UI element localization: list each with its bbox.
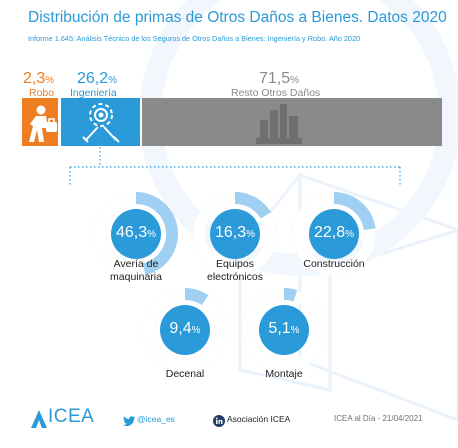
donut-value-averia-de-maquinaria: 46,3% <box>94 224 178 242</box>
donut-value-number: 9,4 <box>169 320 192 337</box>
resto-value-unit: % <box>290 75 300 86</box>
dotted-connector <box>69 147 401 187</box>
donut-center-averia-de-maquinaria <box>111 209 161 259</box>
footer-linkedin[interactable]: Asociación ICEA <box>227 414 291 424</box>
donut-construccion <box>292 192 376 276</box>
donut-value-unit: % <box>345 229 355 240</box>
donut-gap-averia-de-maquinaria <box>94 192 178 276</box>
donut-value-unit: % <box>191 325 201 336</box>
donut-montaje <box>242 288 326 372</box>
chart-title: Distribución de primas de Otros Daños a … <box>28 9 447 26</box>
donut-gap-equipos-electronicos <box>193 192 277 276</box>
donut-value-equipos-electronicos: 16,3% <box>193 224 277 242</box>
resto-label: Resto Otros Daños <box>231 87 321 99</box>
donut-value-number: 22,8 <box>313 224 346 241</box>
chart-subtitle: Informe 1.645: Análisis Técnico de los S… <box>28 34 361 43</box>
thief-icon <box>29 105 57 142</box>
donut-value-decenal: 9,4% <box>143 320 227 338</box>
donut-value-unit: % <box>290 325 300 336</box>
donut-center-montaje <box>259 305 309 355</box>
donut-center-decenal <box>160 305 210 355</box>
donut-label-line: electrónicos <box>206 271 264 283</box>
bar-segment-ingenieria <box>61 98 140 146</box>
donut-gap-montaje <box>242 288 326 372</box>
donut-label-equipos-electronicos: Equipos electrónicos <box>175 258 295 284</box>
ingenieria-value: 26,2% <box>77 70 117 88</box>
donut-label-decenal: Decenal <box>125 368 245 381</box>
donut-gap-construccion <box>292 192 376 276</box>
gears-tools-icon <box>82 103 120 143</box>
robo-value-unit: % <box>45 75 55 86</box>
donut-label-line: Decenal <box>165 368 205 380</box>
donut-label-montaje: Montaje <box>224 368 344 381</box>
donut-label-construccion: Construcción <box>274 258 394 271</box>
donut-gap-decenal <box>143 288 227 372</box>
donut-center-construccion <box>309 209 359 259</box>
donut-label-line: Construcción <box>303 258 365 270</box>
footer-brand: ICEA <box>48 406 95 427</box>
ingenieria-value-number: 26,2 <box>77 70 109 87</box>
donut-decenal <box>143 288 227 372</box>
city-buildings-icon <box>256 104 302 144</box>
ingenieria-label: Ingeniería <box>70 87 117 99</box>
donut-value-number: 46,3 <box>115 224 148 241</box>
donut-label-line: maquinaria <box>110 271 162 283</box>
donut-equipos-electronicos <box>193 192 277 276</box>
linkedin-icon <box>213 415 225 427</box>
footer-credit: ICEA al Día - 21/04/2021 <box>334 414 423 423</box>
footer-twitter[interactable]: @icea_es <box>137 414 175 424</box>
donut-value-montaje: 5,1% <box>242 320 326 338</box>
donut-value-unit: % <box>147 229 157 240</box>
robo-value-number: 2,3 <box>23 70 46 87</box>
robo-label: Robo <box>29 87 55 99</box>
donut-center-equipos-electronicos <box>210 209 260 259</box>
donut-value-number: 5,1 <box>268 320 291 337</box>
donut-averia-de-maquinaria <box>94 192 178 276</box>
donut-label-line: Avería de <box>113 258 159 270</box>
donut-value-number: 16,3 <box>214 224 247 241</box>
donut-label-line: Montaje <box>265 368 303 380</box>
resto-value: 71,5% <box>259 70 299 88</box>
donut-label-averia-de-maquinaria: Avería de maquinaria <box>76 258 196 284</box>
robo-value: 2,3% <box>23 70 54 88</box>
icea-logo-icon <box>31 410 47 428</box>
donut-label-line: Equipos <box>216 258 254 270</box>
donut-value-unit: % <box>246 229 256 240</box>
ingenieria-value-unit: % <box>108 75 118 86</box>
resto-value-number: 71,5 <box>259 70 291 87</box>
twitter-icon <box>123 416 135 427</box>
donut-value-construccion: 22,8% <box>292 224 376 242</box>
